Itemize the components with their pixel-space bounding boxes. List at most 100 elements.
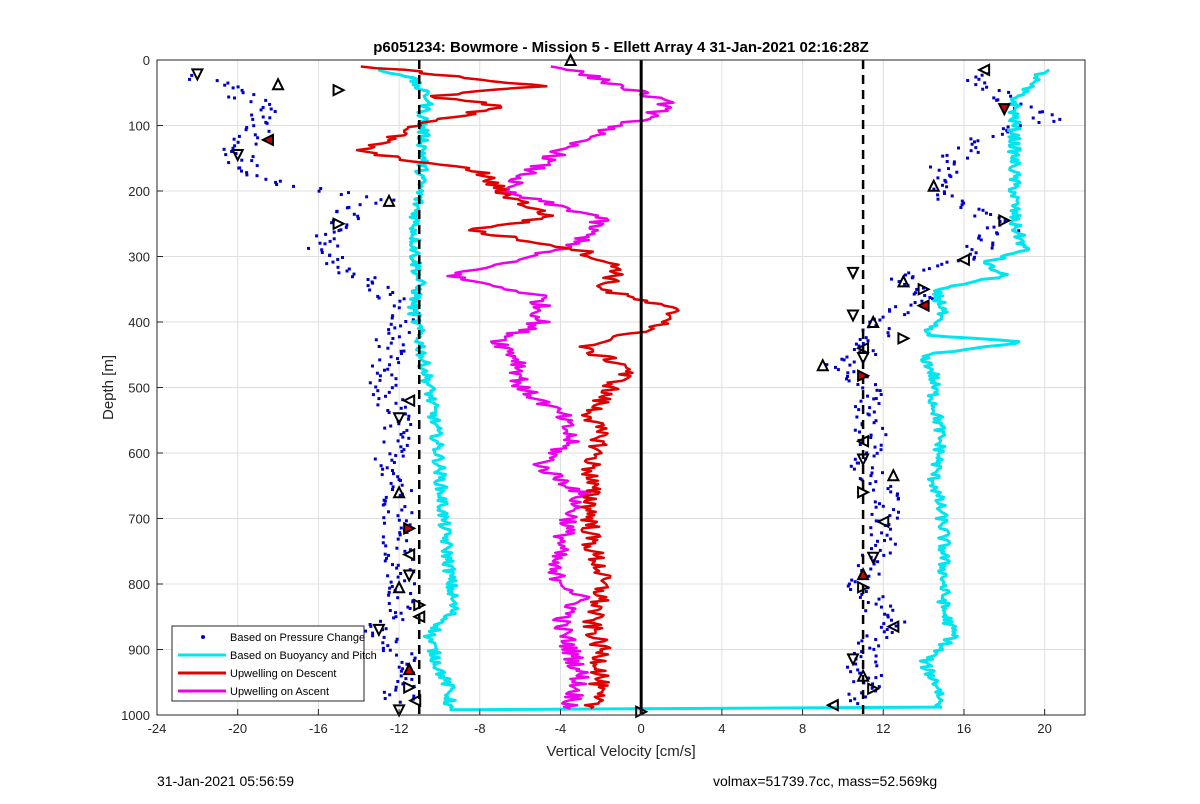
pressure-change-point [395,653,398,657]
pressure-change-point [256,136,260,140]
pressure-change-point [328,239,332,243]
pressure-change-point [275,183,279,186]
triangle-marker [857,580,871,594]
pressure-change-point [856,383,860,386]
pressure-change-point [869,436,873,439]
pressure-change-point [876,560,880,564]
pressure-change-point [233,144,237,148]
pressure-change-point [1052,119,1056,123]
triangle-marker [403,521,417,535]
pressure-change-point [261,115,265,119]
pressure-change-point [395,637,399,641]
pressure-change-point [997,89,1001,92]
pressure-change-point [970,248,974,252]
pressure-change-point [869,533,873,537]
pressure-change-point [834,365,837,369]
pressure-change-point [877,644,881,648]
pressure-change-point [860,650,864,654]
pressure-change-point [397,361,401,365]
pressure-change-point [858,595,862,599]
pressure-change-point [398,533,402,537]
pressure-change-point [1018,124,1022,128]
pressure-change-point [240,88,244,92]
triangle-marker [382,193,396,207]
pressure-change-point [909,303,913,307]
pressure-change-point [859,655,863,659]
triangle-marker [855,434,870,448]
pressure-change-point [941,154,945,158]
pressure-change-point [877,572,881,576]
pressure-change-point [944,180,948,184]
x-tick-label: -8 [474,721,486,736]
pressure-change-point [407,417,410,421]
pressure-change-point [847,692,851,696]
pressure-change-point [960,199,964,203]
pressure-change-point [368,288,372,292]
pressure-change-point [952,162,956,166]
pressure-change-point [404,519,408,523]
triangle-marker [856,566,870,581]
pressure-change-point [870,512,874,516]
triangle-marker [402,569,416,583]
triangle-marker [407,693,422,708]
x-tick-label: 4 [718,721,725,736]
pressure-change-point [860,639,864,643]
pressure-change-point [870,547,873,551]
pressure-change-point [972,257,976,261]
pressure-change-point [387,510,390,514]
y-tick-label: 400 [128,315,150,330]
pressure-change-point [906,311,910,315]
pressure-change-point [394,615,398,619]
triangle-marker [392,412,406,426]
pressure-change-point [846,665,849,669]
pressure-change-point [942,190,946,194]
pressure-change-point [381,541,385,545]
pressure-change-point [254,142,258,146]
triangle-marker [886,468,900,482]
pressure-change-point [931,297,934,301]
pressure-change-point [382,440,386,444]
pressure-change-point [404,320,408,323]
pressure-change-point [392,198,396,202]
pressure-change-point [858,350,862,354]
pressure-change-point [912,292,916,296]
pressure-change-point [879,625,883,629]
pressure-change-point [335,210,339,214]
pressure-change-point [858,443,862,446]
pressure-change-point [989,213,993,216]
pressure-change-point [882,630,886,634]
pressure-change-point [937,168,941,172]
pressure-change-point [1017,229,1021,233]
triangle-marker [856,668,870,682]
pressure-change-point [383,426,387,430]
pressure-change-point [388,363,391,367]
pressure-change-point [382,516,386,520]
pressure-change-point [973,214,977,218]
pressure-change-point [854,662,858,666]
x-tick-label: -16 [309,721,328,736]
pressure-change-point [241,91,245,95]
pressure-change-point [867,413,871,417]
pressure-change-point [854,405,857,409]
chart-title: p6051234: Bowmore - Mission 5 - Ellett A… [373,39,869,56]
pressure-change-point [336,258,340,261]
pressure-change-point [879,674,883,677]
pressure-change-point [913,301,917,305]
pressure-change-point [884,433,888,437]
pressure-change-point [331,260,335,264]
pressure-change-point [977,234,981,238]
pressure-change-point [876,539,879,543]
pressure-change-point [251,117,255,121]
pressure-change-point [888,551,892,555]
triangle-marker [857,485,871,499]
pressure-change-point [895,493,899,497]
triangle-marker [897,331,911,345]
pressure-change-point [956,259,960,263]
pressure-change-point [869,526,873,530]
pressure-change-point [410,677,414,681]
pressure-change-point [857,641,860,645]
pressure-change-point [872,397,876,401]
pressure-change-point [889,490,893,494]
pressure-change-point [855,415,859,419]
pressure-change-point [853,697,857,701]
